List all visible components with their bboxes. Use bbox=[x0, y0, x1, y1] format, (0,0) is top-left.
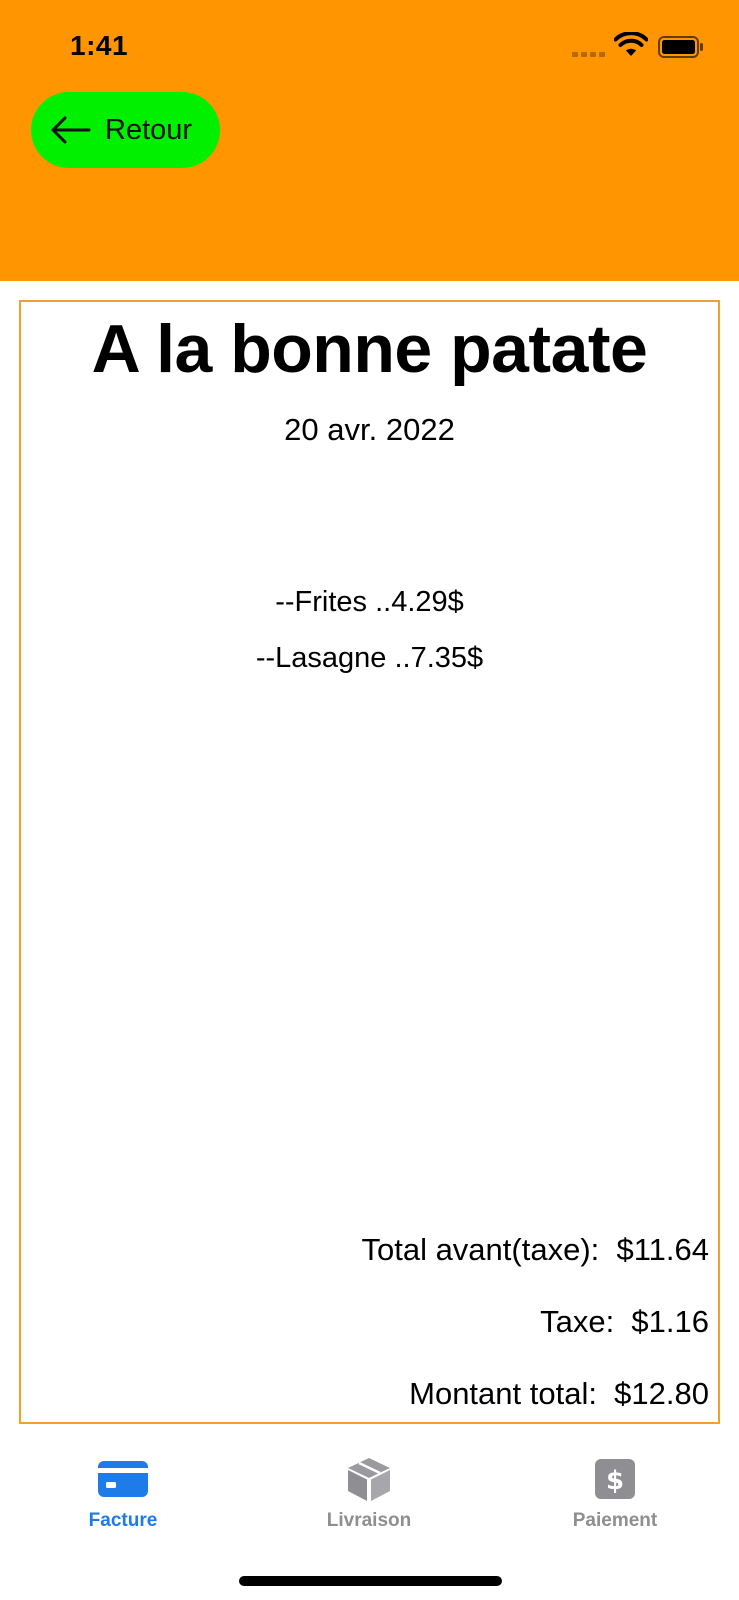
totals-section: Total avant(taxe): $11.64 Taxe: $1.16 Mo… bbox=[361, 1230, 709, 1446]
tab-bar: Facture Livraison $ Paiement bbox=[0, 1424, 739, 1600]
subtotal-line: Total avant(taxe): $11.64 bbox=[361, 1232, 709, 1267]
order-item: --Lasagne ..7.35$ bbox=[255, 642, 484, 674]
restaurant-name: A la bonne patate bbox=[91, 311, 648, 387]
tab-facture[interactable]: Facture bbox=[48, 1456, 198, 1532]
order-item: --Frites ..4.29$ bbox=[275, 586, 464, 618]
tab-paiement-label: Paiement bbox=[572, 1510, 658, 1531]
arrow-left-icon bbox=[51, 116, 91, 144]
status-bar: 1:41 bbox=[0, 0, 739, 95]
receipt-panel: A la bonne patate 20 avr. 2022 --Frites … bbox=[19, 300, 720, 1424]
tab-livraison[interactable]: Livraison bbox=[294, 1456, 444, 1532]
battery-icon bbox=[658, 36, 703, 58]
status-time: 1:41 bbox=[70, 30, 129, 61]
credit-card-icon bbox=[98, 1461, 148, 1497]
svg-text:$: $ bbox=[606, 1466, 624, 1496]
back-button[interactable]: Retour bbox=[31, 92, 220, 168]
dollar-icon: $ bbox=[595, 1459, 635, 1499]
tab-facture-label: Facture bbox=[88, 1510, 158, 1531]
header-bar: 1:41 Retour bbox=[0, 0, 739, 281]
order-items-list: --Frites ..4.29$ --Lasagne ..7.35$ bbox=[21, 582, 718, 694]
wifi-icon bbox=[614, 32, 648, 56]
home-indicator bbox=[239, 1576, 502, 1586]
receipt-date: 20 avr. 2022 bbox=[284, 412, 455, 447]
total-amount-line: Montant total: $12.80 bbox=[409, 1376, 709, 1411]
tax-line: Taxe: $1.16 bbox=[540, 1304, 709, 1339]
back-button-label: Retour bbox=[105, 113, 193, 146]
cellular-signal-icon bbox=[572, 52, 605, 57]
package-icon bbox=[348, 1458, 390, 1501]
tab-paiement[interactable]: $ Paiement bbox=[540, 1456, 690, 1532]
tab-livraison-label: Livraison bbox=[326, 1510, 412, 1531]
